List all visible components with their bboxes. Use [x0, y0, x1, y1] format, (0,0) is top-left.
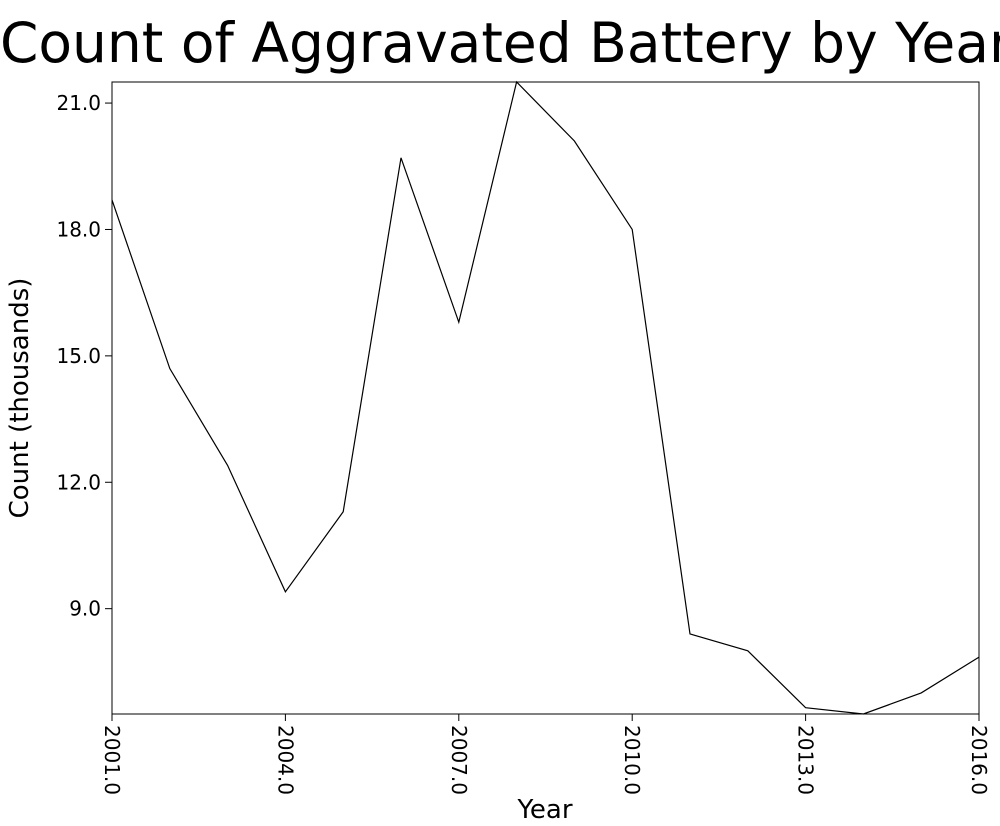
y-axis-label: Count (thousands): [5, 278, 35, 519]
data-point: [168, 367, 172, 371]
plot-area-frame: [111, 81, 980, 715]
y-tick-label: 18.0: [56, 217, 101, 241]
y-tick-label: 9.0: [69, 597, 101, 621]
x-tick-label: 2007.0: [447, 725, 471, 795]
data-point: [399, 156, 403, 160]
data-point: [804, 706, 808, 710]
data-point: [341, 510, 345, 514]
data-point: [283, 590, 287, 594]
x-tick-label: 2016.0: [967, 725, 991, 795]
data-point: [746, 649, 750, 653]
data-point: [977, 655, 981, 659]
y-axis-ticks: 9.0 12.0 15.0 18.0 21.0: [56, 91, 112, 621]
x-tick-label: 2004.0: [273, 725, 297, 795]
y-tick-label: 12.0: [56, 470, 101, 494]
x-axis-ticks: 2001.0 2004.0 2007.0 2010.0 2013.0 2016.0: [100, 714, 991, 795]
data-point: [630, 227, 634, 231]
series-line-0: [111, 80, 980, 715]
data-point: [515, 80, 519, 84]
data-point: [110, 198, 114, 202]
y-tick-label: 15.0: [56, 344, 101, 368]
data-point: [919, 691, 923, 695]
data-point: [688, 632, 692, 636]
data-point: [226, 463, 230, 467]
x-tick-label: 2010.0: [620, 725, 644, 795]
x-tick-label: 2013.0: [794, 725, 818, 795]
x-tick-label: 2001.0: [100, 725, 124, 795]
series-layer: [110, 80, 981, 716]
data-point: [861, 712, 865, 716]
y-tick-label: 21.0: [56, 91, 101, 115]
chart-title: Count of Aggravated Battery by Year: [0, 11, 1000, 75]
x-axis-label: Year: [516, 795, 572, 825]
data-point: [457, 320, 461, 324]
data-point: [572, 139, 576, 143]
